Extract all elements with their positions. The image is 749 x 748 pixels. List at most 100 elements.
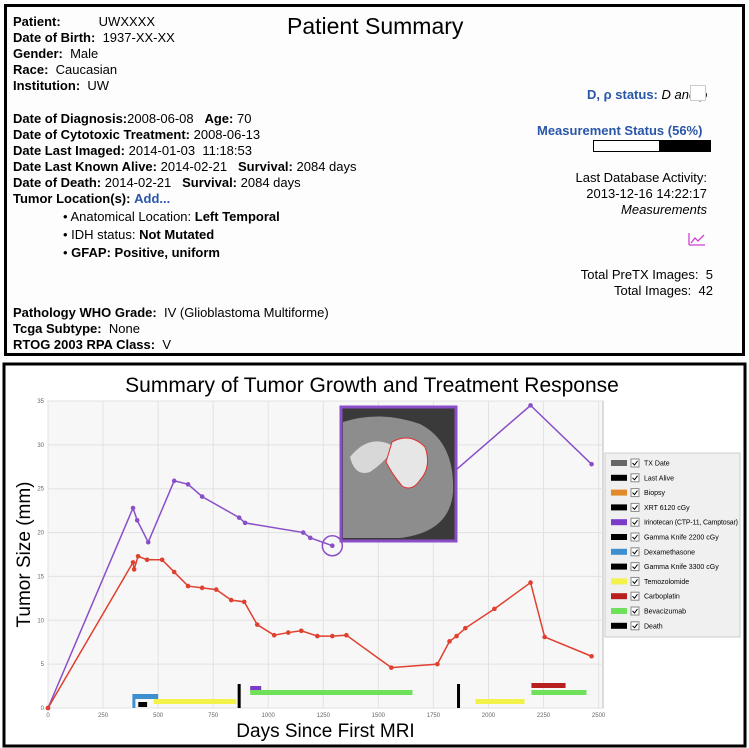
value: Not Mutated — [139, 227, 215, 242]
legend-label: Carboplatin — [644, 594, 680, 601]
label: IDH status: — [71, 227, 136, 242]
data-point — [447, 639, 452, 644]
y-tick-label: 10 — [37, 618, 44, 624]
progress-fill — [594, 141, 659, 151]
legend-checkbox[interactable] — [630, 517, 640, 527]
data-point — [528, 403, 533, 408]
value: UW — [87, 78, 110, 93]
legend-label: XRT 6120 cGy — [644, 505, 690, 512]
label: Pathology WHO Grade: — [13, 305, 157, 320]
legend-swatch — [611, 519, 627, 526]
data-point — [185, 482, 191, 487]
data-point — [330, 633, 335, 639]
data-point — [144, 557, 150, 563]
label: RTOG 2003 RPA Class: — [13, 337, 156, 352]
legend-swatch — [611, 534, 627, 540]
label: Date Last Imaged: — [13, 143, 125, 158]
treatment-bar — [250, 686, 262, 691]
legend-checkbox[interactable] — [630, 532, 640, 542]
data-point — [589, 653, 594, 659]
x-tick-label: 500 — [153, 713, 164, 719]
data-point — [45, 705, 51, 711]
label: Patient: — [13, 14, 61, 29]
check-mark — [632, 623, 638, 629]
legend-checkbox[interactable] — [630, 576, 640, 586]
mri-ventricle — [350, 441, 395, 473]
legend-checkbox[interactable] — [630, 606, 640, 616]
data-point — [241, 599, 247, 605]
status-box — [690, 85, 706, 101]
label: Survival: — [182, 175, 238, 190]
label: Tumor Location(s): — [13, 191, 131, 206]
check-mark — [632, 490, 638, 496]
data-point — [389, 665, 394, 670]
value: 1937-XX-XX — [102, 30, 175, 45]
value: Left Temporal — [194, 209, 280, 224]
measurement-status: Measurement Status (56%) — [537, 123, 703, 138]
legend-swatch — [611, 489, 627, 496]
x-tick-label: 1500 — [372, 713, 386, 719]
value: 2014-02-21 — [104, 175, 172, 190]
data-point — [130, 505, 136, 511]
label: Gender: — [13, 46, 63, 61]
check-mark — [632, 549, 638, 555]
label: Age: — [204, 111, 234, 126]
value: 2008-06-08 — [127, 111, 194, 126]
treatment-event — [132, 694, 136, 708]
legend-swatch — [611, 504, 627, 511]
progress-bar — [593, 140, 711, 152]
chart-icon[interactable] — [687, 231, 707, 247]
legend-checkbox[interactable] — [630, 488, 640, 498]
value: None — [108, 321, 140, 336]
series-line — [47, 555, 592, 709]
check-mark — [632, 460, 638, 466]
treatment-event — [457, 684, 461, 708]
value: 2014-01-03 11:18:53 — [128, 143, 252, 158]
check-mark — [632, 608, 638, 614]
data-point — [492, 606, 497, 612]
label: Anatomical Location: — [70, 209, 192, 224]
data-point — [236, 515, 242, 520]
value: Positive, uniform — [114, 245, 220, 260]
legend-label: Bevacizumab — [644, 609, 686, 616]
x-tick-label: 2500 — [592, 713, 606, 719]
check-mark — [632, 475, 638, 481]
summary-title: Patient Summary — [287, 13, 464, 39]
data-point — [242, 520, 248, 526]
value: Male — [70, 46, 99, 61]
y-axis-label: Tumor Size (mm) — [14, 481, 35, 627]
legend-checkbox[interactable] — [630, 473, 640, 483]
legend-swatch — [611, 548, 627, 555]
legend-checkbox[interactable] — [630, 458, 640, 468]
mri-inset — [339, 405, 458, 543]
legend-checkbox[interactable] — [630, 621, 640, 631]
x-tick-label: 1000 — [262, 713, 276, 719]
add-link[interactable]: Add... — [134, 191, 171, 206]
data-point — [135, 553, 141, 559]
data-point — [130, 560, 136, 565]
x-tick-label: 0 — [46, 713, 50, 719]
activity-type: Measurements — [621, 202, 707, 217]
x-tick-label: 1750 — [427, 713, 441, 719]
label: GFAP: — [71, 245, 111, 260]
treatment-bar — [133, 694, 159, 699]
y-tick-label: 0 — [41, 706, 45, 712]
data-point — [454, 633, 459, 639]
legend-checkbox[interactable] — [630, 547, 640, 557]
value: 5 — [705, 267, 713, 282]
data-point — [228, 597, 234, 603]
legend-checkbox[interactable] — [630, 591, 640, 601]
data-point — [330, 543, 335, 549]
patient-summary: Patient Summary Patient: UWXXXX Date of B… — [4, 4, 745, 356]
legend-label: Last Alive — [644, 475, 674, 482]
legend-label: Irinotecan (CTP-11, Camptosar) — [644, 520, 738, 527]
label: Date of Birth: — [13, 30, 96, 45]
legend-swatch — [611, 563, 627, 570]
legend-swatch — [611, 608, 627, 614]
value: 70 — [236, 111, 252, 126]
legend-checkbox[interactable] — [630, 562, 640, 572]
highlight-ring — [321, 534, 344, 557]
data-point — [344, 632, 349, 638]
legend-checkbox[interactable] — [630, 502, 640, 512]
